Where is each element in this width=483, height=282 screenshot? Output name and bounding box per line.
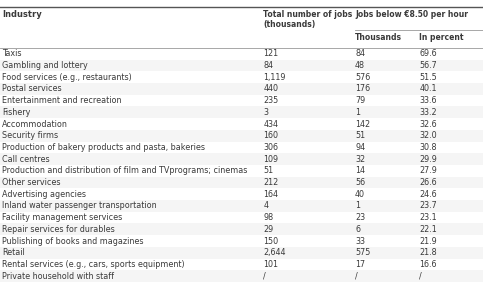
Text: 56: 56: [355, 178, 365, 187]
Text: 150: 150: [263, 237, 278, 246]
Text: Postal services: Postal services: [2, 84, 62, 93]
Text: Industry: Industry: [2, 10, 42, 19]
Text: 3: 3: [263, 108, 268, 117]
Text: 121: 121: [263, 49, 278, 58]
Text: 32.0: 32.0: [419, 131, 437, 140]
Text: Production and distribution of film and TVprograms; cinemas: Production and distribution of film and …: [2, 166, 248, 175]
Text: 84: 84: [355, 49, 365, 58]
Text: Publishing of books and magazines: Publishing of books and magazines: [2, 237, 144, 246]
Text: 160: 160: [263, 131, 278, 140]
Text: 40: 40: [355, 190, 365, 199]
Text: 176: 176: [355, 84, 370, 93]
Text: 164: 164: [263, 190, 278, 199]
Text: 48: 48: [355, 61, 365, 70]
Text: Facility management services: Facility management services: [2, 213, 123, 222]
Text: /: /: [263, 272, 266, 281]
Text: 33.2: 33.2: [419, 108, 437, 117]
Text: 32: 32: [355, 155, 365, 164]
Text: 17: 17: [355, 260, 365, 269]
Text: 23: 23: [355, 213, 365, 222]
Bar: [0, 200, 483, 212]
Text: Retail: Retail: [2, 248, 25, 257]
Bar: [0, 177, 483, 188]
Text: 440: 440: [263, 84, 278, 93]
Text: 23.7: 23.7: [419, 201, 437, 210]
Text: /: /: [355, 272, 358, 281]
Text: Rental services (e.g., cars, sports equipment): Rental services (e.g., cars, sports equi…: [2, 260, 185, 269]
Text: 79: 79: [355, 96, 365, 105]
Text: 306: 306: [263, 143, 278, 152]
Text: Call centres: Call centres: [2, 155, 50, 164]
Text: Taxis: Taxis: [2, 49, 22, 58]
Text: 21.8: 21.8: [419, 248, 437, 257]
Text: Advertising agencies: Advertising agencies: [2, 190, 86, 199]
Text: Inland water passenger transportation: Inland water passenger transportation: [2, 201, 157, 210]
Text: 1: 1: [355, 201, 360, 210]
Text: 142: 142: [355, 120, 370, 129]
Text: 109: 109: [263, 155, 278, 164]
Text: 576: 576: [355, 73, 370, 82]
Bar: [0, 60, 483, 71]
Text: Production of bakery products and pasta, bakeries: Production of bakery products and pasta,…: [2, 143, 205, 152]
Text: 235: 235: [263, 96, 279, 105]
Text: Jobs below €8.50 per hour: Jobs below €8.50 per hour: [355, 10, 468, 19]
Text: 212: 212: [263, 178, 279, 187]
Text: 56.7: 56.7: [419, 61, 437, 70]
Text: 2,644: 2,644: [263, 248, 286, 257]
Text: 27.9: 27.9: [419, 166, 437, 175]
Text: 69.6: 69.6: [419, 49, 437, 58]
Text: Security firms: Security firms: [2, 131, 58, 140]
Text: /: /: [419, 272, 422, 281]
Text: 1: 1: [355, 108, 360, 117]
Text: 21.9: 21.9: [419, 237, 437, 246]
Text: 94: 94: [355, 143, 365, 152]
Text: 22.1: 22.1: [419, 225, 437, 234]
Text: 101: 101: [263, 260, 278, 269]
Bar: [0, 130, 483, 142]
Text: 84: 84: [263, 61, 273, 70]
Text: 40.1: 40.1: [419, 84, 437, 93]
Bar: [0, 270, 483, 282]
Text: 33: 33: [355, 237, 365, 246]
Text: 51.5: 51.5: [419, 73, 437, 82]
Text: Gambling and lottery: Gambling and lottery: [2, 61, 88, 70]
Text: Thousands: Thousands: [355, 33, 402, 42]
Text: 29: 29: [263, 225, 273, 234]
Bar: [0, 247, 483, 259]
Text: 23.1: 23.1: [419, 213, 437, 222]
Text: 24.6: 24.6: [419, 190, 437, 199]
Text: Private household with staff: Private household with staff: [2, 272, 114, 281]
Text: Accommodation: Accommodation: [2, 120, 68, 129]
Bar: [0, 153, 483, 165]
Text: Total number of jobs
(thousands): Total number of jobs (thousands): [263, 10, 353, 29]
Bar: [0, 107, 483, 118]
Text: 51: 51: [355, 131, 365, 140]
Bar: [0, 224, 483, 235]
Text: 4: 4: [263, 201, 268, 210]
Text: 32.6: 32.6: [419, 120, 437, 129]
Text: 1,119: 1,119: [263, 73, 286, 82]
Text: Entertainment and recreation: Entertainment and recreation: [2, 96, 122, 105]
Text: 51: 51: [263, 166, 273, 175]
Text: 29.9: 29.9: [419, 155, 437, 164]
Text: 33.6: 33.6: [419, 96, 437, 105]
Text: 575: 575: [355, 248, 370, 257]
Text: 26.6: 26.6: [419, 178, 437, 187]
Bar: [0, 83, 483, 95]
Text: Food services (e.g., restaurants): Food services (e.g., restaurants): [2, 73, 132, 82]
Text: 16.6: 16.6: [419, 260, 437, 269]
Text: 434: 434: [263, 120, 278, 129]
Text: Repair services for durables: Repair services for durables: [2, 225, 115, 234]
Text: Other services: Other services: [2, 178, 61, 187]
Text: 14: 14: [355, 166, 365, 175]
Text: In percent: In percent: [419, 33, 464, 42]
Text: 98: 98: [263, 213, 273, 222]
Text: Fishery: Fishery: [2, 108, 31, 117]
Text: 6: 6: [355, 225, 360, 234]
Text: 30.8: 30.8: [419, 143, 437, 152]
